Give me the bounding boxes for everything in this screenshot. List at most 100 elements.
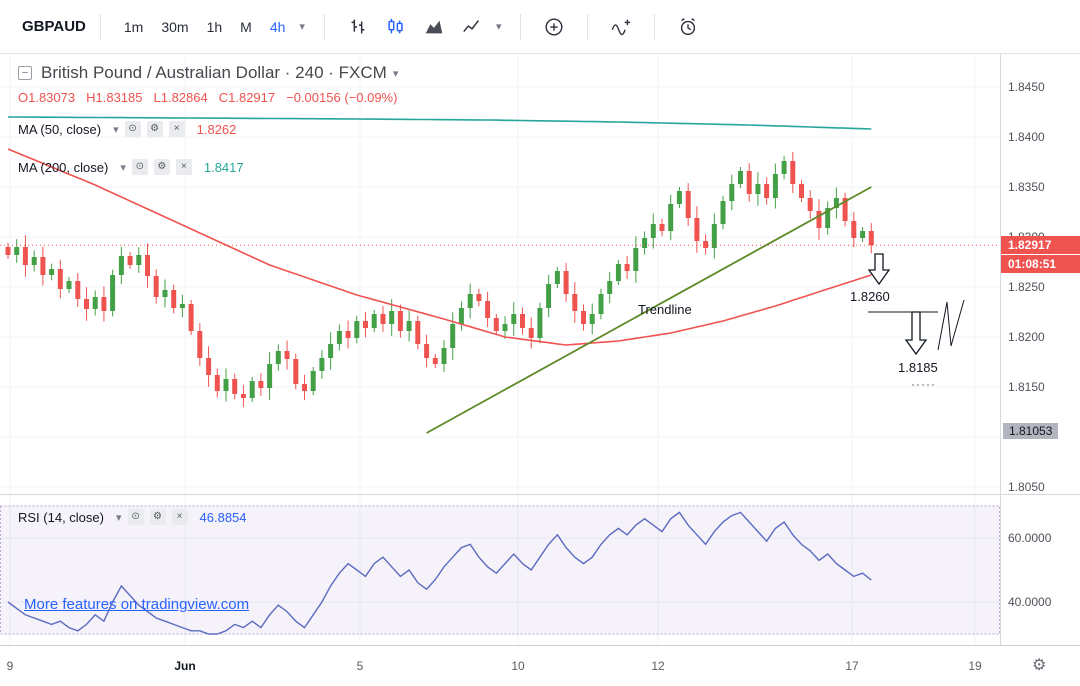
- candle-body: [502, 324, 508, 331]
- candle-body: [772, 174, 778, 198]
- candle-body: [642, 238, 648, 248]
- down-arrow-annotation-2[interactable]: [904, 311, 928, 356]
- candle-body: [467, 294, 473, 308]
- price-axis-label: 1.8400: [1008, 130, 1045, 144]
- candle-body: [284, 351, 290, 359]
- time-axis-label: 17: [845, 659, 859, 673]
- axis-settings-gear-icon[interactable]: ⚙: [1032, 657, 1047, 674]
- chart-type-line-icon[interactable]: [457, 12, 487, 42]
- timeframe-button-4h[interactable]: 4h: [261, 15, 295, 39]
- down-arrow-annotation-1[interactable]: [867, 253, 891, 286]
- pane-divider[interactable]: [0, 494, 1080, 495]
- rsi-legend: RSI (14, close) ▾ ⊙ ⚙ × 46.8854: [18, 508, 247, 526]
- title-chevron-down-icon[interactable]: ▾: [392, 67, 399, 80]
- ma50-eye-icon[interactable]: ⊙: [124, 121, 141, 137]
- countdown-tag: 01:08:51: [1001, 255, 1080, 273]
- chart-type-bars-icon[interactable]: [343, 12, 373, 42]
- tradingview-watermark-link[interactable]: More features on tradingview.com: [24, 596, 250, 613]
- alert-clock-icon[interactable]: [673, 12, 703, 42]
- chart-type-area-icon[interactable]: [419, 12, 449, 42]
- toolbar-separator: [99, 13, 101, 40]
- chart-title-row: − British Pound / Australian Dollar · 24…: [18, 62, 398, 84]
- top-toolbar: GBPAUD 1m 30m 1h M 4h ▾ ▾: [0, 0, 1080, 54]
- rsi-pane[interactable]: [0, 494, 1000, 645]
- timeframe-button-1m[interactable]: 1m: [115, 15, 152, 39]
- candle-body: [14, 247, 20, 255]
- candle-body: [345, 331, 351, 338]
- timeframe-button-1h[interactable]: 1h: [198, 15, 232, 39]
- rsi-close-icon[interactable]: ×: [171, 509, 188, 525]
- collapse-pane-icon[interactable]: −: [18, 66, 32, 80]
- time-axis[interactable]: ⚙ 9 Jun 5 10 12 17 19: [0, 645, 1080, 686]
- candle-body: [49, 269, 55, 275]
- candle-body: [145, 255, 150, 276]
- ma200-eye-icon[interactable]: ⊙: [131, 159, 148, 175]
- main-price-pane[interactable]: 1.8260 1.8185 Trendline: [0, 54, 1000, 494]
- price-axis[interactable]: 1.84501.84001.83501.83001.82501.82001.81…: [1000, 54, 1080, 645]
- change-value: −0.00156 (−0.09%): [286, 90, 398, 105]
- candle-body: [162, 290, 168, 297]
- ohlc-row: O1.83073 H1.83185 L1.82864 C1.82917 −0.0…: [18, 90, 398, 106]
- candle-body: [267, 364, 273, 388]
- rsi-value: 46.8854: [199, 509, 247, 525]
- ma50-close-icon[interactable]: ×: [168, 121, 185, 137]
- ma200-close-icon[interactable]: ×: [175, 159, 192, 175]
- rsi-name[interactable]: RSI (14, close): [18, 509, 104, 525]
- ma200-value: 1.8417: [203, 159, 244, 175]
- candle-body: [546, 284, 552, 308]
- candle-body: [214, 375, 220, 391]
- last-price-tag: 1.82917: [1001, 236, 1080, 254]
- trendline-label: Trendline: [638, 302, 692, 317]
- timeframe-button-M[interactable]: M: [231, 15, 261, 39]
- ma50-line[interactable]: [7, 148, 872, 346]
- rsi-settings-icon[interactable]: ⚙: [149, 509, 166, 525]
- ma200-settings-icon[interactable]: ⚙: [153, 159, 170, 175]
- candle-body: [258, 381, 264, 388]
- candle-body: [363, 321, 368, 328]
- candle-body: [197, 331, 203, 358]
- trendline[interactable]: [426, 186, 872, 434]
- compare-add-icon[interactable]: [539, 12, 569, 42]
- candle-body: [397, 311, 403, 331]
- candle-body: [537, 308, 543, 338]
- candle-body: [179, 304, 185, 308]
- candle-body: [624, 264, 630, 271]
- rsi-chevron-down-icon[interactable]: ▾: [115, 511, 122, 524]
- candle-body: [520, 314, 525, 328]
- chart-type-chevron-down-icon[interactable]: ▾: [491, 20, 507, 33]
- ma50-name[interactable]: MA (50, close): [18, 121, 102, 137]
- candle-body: [703, 241, 709, 248]
- rsi-line[interactable]: [7, 511, 872, 635]
- ma200-name[interactable]: MA (200, close): [18, 159, 109, 175]
- symbol-label[interactable]: GBPAUD: [22, 18, 86, 35]
- ma50-chevron-down-icon[interactable]: ▾: [113, 123, 119, 136]
- candle-body: [528, 328, 534, 338]
- time-axis-label: 9: [6, 659, 14, 673]
- level1-label: 1.8260: [850, 289, 890, 304]
- ma200-chevron-down-icon[interactable]: ▾: [120, 161, 126, 174]
- candle-body: [554, 271, 560, 284]
- toolbar-separator: [520, 13, 522, 40]
- zigzag-annotation[interactable]: [937, 299, 965, 351]
- high-value: H1.83185: [86, 90, 143, 105]
- chart-type-candles-icon[interactable]: [381, 12, 411, 42]
- ma200-line[interactable]: [8, 116, 872, 130]
- candle-body: [66, 281, 72, 289]
- chart-title[interactable]: British Pound / Australian Dollar · 240 …: [41, 63, 387, 82]
- main-gridlines: [0, 54, 1000, 494]
- time-axis-label: Jun: [174, 659, 196, 673]
- rsi-eye-icon[interactable]: ⊙: [127, 509, 144, 525]
- candle-body: [232, 379, 238, 394]
- candle-body: [223, 379, 229, 391]
- candle-body: [685, 191, 691, 218]
- indicators-icon[interactable]: [606, 12, 636, 42]
- candle-body: [310, 371, 316, 391]
- timeframe-button-30m[interactable]: 30m: [152, 15, 197, 39]
- candle-body: [493, 318, 499, 331]
- rsi-legend-row: RSI (14, close) ▾ ⊙ ⚙ × 46.8854: [18, 508, 247, 526]
- candle-body: [738, 171, 743, 184]
- candle-body: [118, 256, 124, 275]
- ma50-settings-icon[interactable]: ⚙: [146, 121, 163, 137]
- candle-body: [711, 224, 717, 248]
- timeframe-chevron-down-icon[interactable]: ▾: [294, 20, 310, 33]
